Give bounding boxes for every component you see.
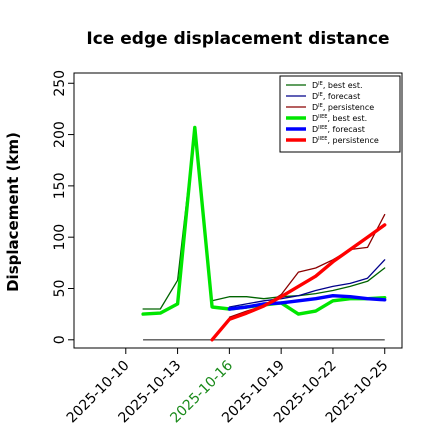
- chart-title: Ice edge displacement distance: [86, 29, 389, 49]
- series-line-2: [228, 259, 386, 308]
- series-line-3: [228, 213, 386, 318]
- legend-label-3: DIE, persistence: [312, 103, 374, 112]
- legend-label-4: DIIEE, best est.: [312, 114, 367, 123]
- series-line-4: [141, 125, 387, 316]
- legend-label-6: DIIEE, persistence: [312, 136, 379, 145]
- y-tick-label: 50: [52, 280, 68, 298]
- legend-label-1: DIE, best est.: [312, 81, 363, 90]
- series-line-6: [210, 223, 387, 342]
- y-tick-label: 250: [52, 70, 68, 97]
- y-axis-label: Displacement (km): [4, 132, 22, 292]
- plot-frame: [73, 72, 403, 349]
- series-line-5: [227, 294, 387, 311]
- legend-label-2: DIE, forecast: [312, 92, 360, 101]
- y-tick-label: 0: [52, 335, 68, 344]
- y-tick-label: 200: [52, 121, 68, 148]
- legend-label-5: DIIEE, forecast: [312, 125, 365, 134]
- y-tick-label: 100: [52, 224, 68, 251]
- y-tick-label: 150: [52, 173, 68, 200]
